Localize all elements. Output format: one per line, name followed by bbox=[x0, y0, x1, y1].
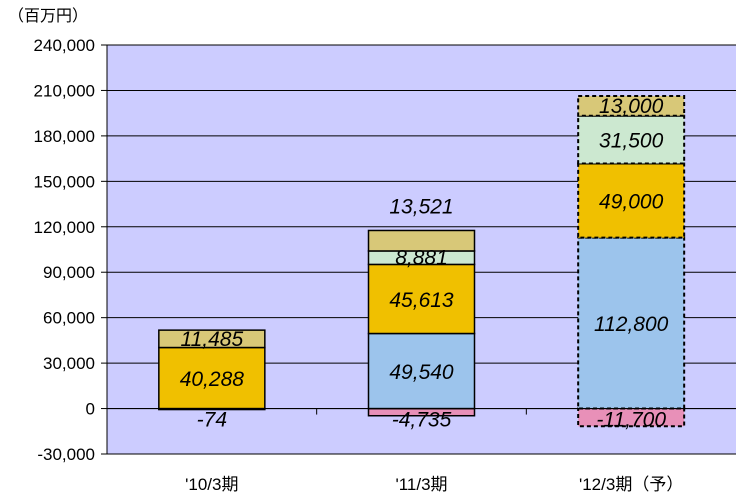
bar-segment bbox=[367, 332, 476, 410]
bar-segment bbox=[158, 329, 266, 349]
data-label: -4,735 bbox=[392, 409, 452, 432]
axes: -30,000 0 30,000 60,000 90,000 120,000 150,000… bbox=[34, 36, 736, 494]
data-label: 112,800 bbox=[594, 313, 669, 336]
y-tick-label: 150,000 bbox=[34, 172, 95, 191]
data-label: 11,485 bbox=[180, 328, 243, 351]
bars bbox=[158, 95, 686, 428]
bar-segment bbox=[577, 95, 686, 117]
data-label: -11,700 bbox=[596, 409, 666, 432]
x-tick-label: '11/3期 bbox=[395, 475, 447, 494]
bar-segment bbox=[577, 236, 686, 410]
bar-segment bbox=[367, 229, 476, 252]
bar-segment bbox=[367, 263, 476, 335]
bar-segment bbox=[577, 162, 686, 239]
data-label: 13,521 bbox=[389, 196, 453, 219]
data-label: 49,000 bbox=[599, 191, 664, 214]
data-label: 8,881 bbox=[395, 247, 448, 270]
data-label: 31,500 bbox=[599, 130, 664, 153]
data-label: 13,000 bbox=[599, 95, 664, 118]
y-tick-label: 210,000 bbox=[34, 81, 95, 100]
y-tick-label: 30,000 bbox=[43, 354, 95, 373]
y-tick-label: 180,000 bbox=[34, 127, 95, 146]
y-axis-unit-label: （百万円） bbox=[8, 7, 88, 25]
data-label: -74 bbox=[197, 409, 227, 432]
y-tick-label: 240,000 bbox=[34, 36, 95, 55]
y-tick-label: 0 bbox=[86, 400, 95, 419]
x-tick-label: '12/3期（予） bbox=[579, 475, 683, 494]
x-tick-label: '10/3期 bbox=[185, 475, 238, 494]
y-tick-label: 90,000 bbox=[43, 263, 95, 282]
data-label: 49,540 bbox=[389, 361, 454, 384]
data-label: 40,288 bbox=[180, 368, 245, 391]
data-labels: -74 40,288 11,485 -4,735 49,540 45,613 8,881 13… bbox=[180, 95, 669, 432]
data-label: 45,613 bbox=[389, 289, 454, 312]
y-tick-label: 60,000 bbox=[43, 309, 95, 328]
y-tick-label: -30,000 bbox=[37, 445, 95, 464]
y-tick-label: 120,000 bbox=[34, 218, 95, 237]
bar-segment bbox=[577, 114, 686, 165]
